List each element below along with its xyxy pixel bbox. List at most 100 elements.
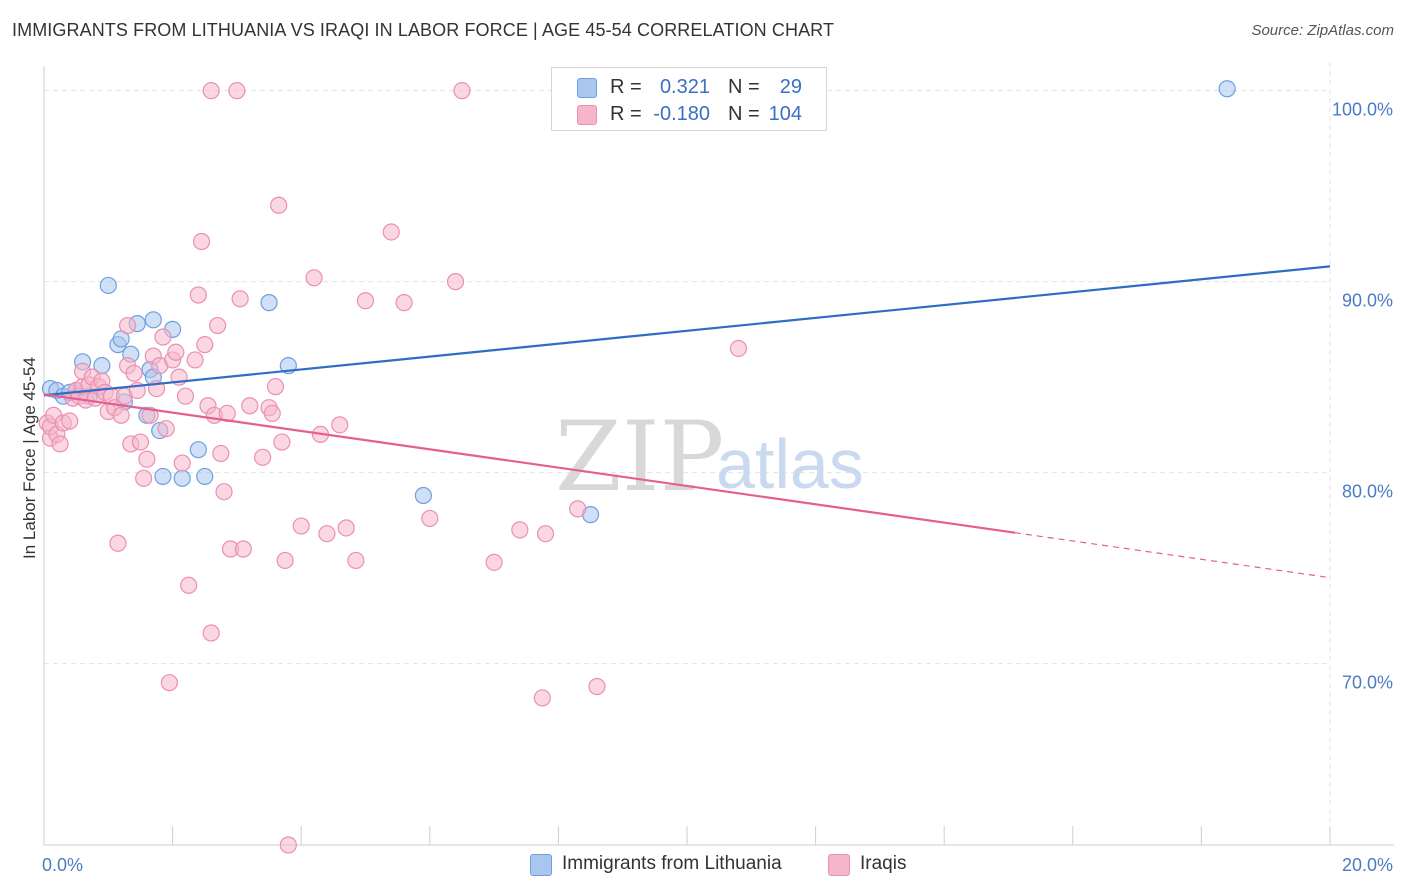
iraqi-point[interactable] <box>138 450 156 468</box>
lithuania-point[interactable] <box>196 467 214 486</box>
iraqi-point[interactable] <box>135 469 153 487</box>
iraqi-point[interactable] <box>266 378 285 396</box>
iraqi-point[interactable] <box>196 336 214 354</box>
legend-r-label: R = <box>610 76 642 98</box>
iraqi-point[interactable] <box>569 500 587 518</box>
legend-swatch-iraqi <box>577 105 597 125</box>
iraqi-point[interactable] <box>109 534 127 552</box>
iraqi-point[interactable] <box>395 294 413 312</box>
trend-lines <box>43 265 1331 579</box>
legend-n-value: 104 <box>768 103 802 125</box>
tick-labels: 100.0% 90.0% 80.0% 70.0% 0.0% 20.0% <box>42 100 1393 875</box>
lithuania-point[interactable] <box>414 486 432 505</box>
correlation-legend: R = 0.321 N = 29 R = -0.180 N = 104 <box>551 67 827 131</box>
legend-swatch-lithuania <box>577 78 597 98</box>
watermark-zip: ZIP <box>555 401 724 513</box>
iraqi-point[interactable] <box>189 286 207 304</box>
iraqi-point[interactable] <box>382 223 400 241</box>
iraqi-trend-line <box>43 393 1016 534</box>
iraqi-point[interactable] <box>228 82 246 100</box>
iraqi-point[interactable] <box>305 269 323 287</box>
iraqi-point[interactable] <box>446 273 465 291</box>
lithuania-point[interactable] <box>99 276 117 295</box>
axes <box>43 66 1394 846</box>
iraqi-point[interactable] <box>588 677 606 696</box>
iraqi-point[interactable] <box>533 689 551 707</box>
legend-r-label: R = <box>610 103 642 125</box>
iraqi-point[interactable] <box>234 540 252 558</box>
legend-row-lithuania: R = 0.321 N = 29 <box>552 74 826 102</box>
x-tick-label: 20.0% <box>1342 855 1393 875</box>
x-tick-label: 0.0% <box>42 855 83 875</box>
legend-r-value: 0.321 <box>659 76 710 98</box>
iraqi-point[interactable] <box>273 433 291 451</box>
iraqi-point[interactable] <box>118 316 137 335</box>
legend-n-label: N = <box>728 76 760 98</box>
lithuania-point[interactable] <box>154 467 172 486</box>
iraqi-point[interactable] <box>167 343 185 361</box>
iraqi-point[interactable] <box>729 339 748 358</box>
iraqi-point[interactable] <box>318 525 336 543</box>
iraqi-point[interactable] <box>254 448 272 466</box>
iraqi-point[interactable] <box>61 412 79 430</box>
iraqi-point[interactable] <box>356 292 375 310</box>
iraqi-point[interactable] <box>125 364 143 382</box>
iraqi-point[interactable] <box>270 196 288 214</box>
lithuania-point[interactable] <box>189 441 207 459</box>
legend-row-iraqi: R = -0.180 N = 104 <box>552 101 826 129</box>
legend-n-value: 29 <box>779 76 802 98</box>
source-credit: Source: ZipAtlas.com <box>1251 22 1394 39</box>
iraqi-point[interactable] <box>173 454 191 472</box>
legend-r-value: -0.180 <box>653 103 710 125</box>
iraqi-trend-extension <box>1014 532 1331 579</box>
iraqi-point[interactable] <box>241 397 259 415</box>
lithuania-point[interactable] <box>173 469 191 487</box>
iraqi-point[interactable] <box>141 406 159 424</box>
iraqi-point[interactable] <box>180 576 198 594</box>
iraqi-point[interactable] <box>202 624 220 642</box>
y-tick-label: 100.0% <box>1332 100 1393 120</box>
iraqi-point[interactable] <box>292 517 310 535</box>
legend-swatch-iraqi <box>828 854 850 876</box>
iraqi-point[interactable] <box>212 444 230 463</box>
iraqi-point[interactable] <box>279 836 297 854</box>
iraqi-point[interactable] <box>231 290 249 308</box>
iraqi-point[interactable] <box>276 551 294 570</box>
iraqi-point[interactable] <box>215 483 233 501</box>
iraqi-point[interactable] <box>112 406 130 424</box>
watermark: ZIP atlas <box>555 401 864 513</box>
lithuania-trend-line <box>43 265 1331 397</box>
iraqi-point[interactable] <box>209 316 227 335</box>
iraqi-point[interactable] <box>202 82 220 100</box>
iraqi-point[interactable] <box>154 328 172 346</box>
y-tick-label: 80.0% <box>1342 482 1393 502</box>
iraqi-point[interactable] <box>263 404 281 422</box>
iraqi-point[interactable] <box>186 351 204 369</box>
iraqi-point[interactable] <box>160 674 178 692</box>
y-tick-label: 70.0% <box>1342 673 1393 693</box>
y-tick-label: 90.0% <box>1342 291 1393 311</box>
iraqi-point[interactable] <box>331 416 349 434</box>
legend-label-lithuania: Immigrants from Lithuania <box>562 853 782 874</box>
lithuania-point[interactable] <box>1218 80 1236 98</box>
lithuania-point[interactable] <box>260 294 278 312</box>
legend-swatch-lithuania <box>530 854 552 876</box>
iraqi-point[interactable] <box>131 433 150 451</box>
iraqi-point[interactable] <box>337 519 355 537</box>
iraqi-point[interactable] <box>453 82 471 100</box>
iraqi-point[interactable] <box>192 232 211 251</box>
iraqi-point[interactable] <box>51 435 69 453</box>
iraqi-point[interactable] <box>421 509 439 528</box>
chart-title: IMMIGRANTS FROM LITHUANIA VS IRAQI IN LA… <box>12 20 835 40</box>
legend-n-label: N = <box>728 103 760 125</box>
iraqi-point[interactable] <box>157 420 175 438</box>
iraqi-point[interactable] <box>176 387 195 405</box>
iraqi-point[interactable] <box>485 553 503 571</box>
series-legend: Immigrants from Lithuania Iraqis <box>0 851 1406 879</box>
lithuania-point[interactable] <box>144 311 162 329</box>
iraqi-point[interactable] <box>511 521 529 539</box>
iraqi-point[interactable] <box>347 551 365 570</box>
legend-label-iraqi: Iraqis <box>860 853 907 874</box>
iraqi-point[interactable] <box>536 525 555 543</box>
